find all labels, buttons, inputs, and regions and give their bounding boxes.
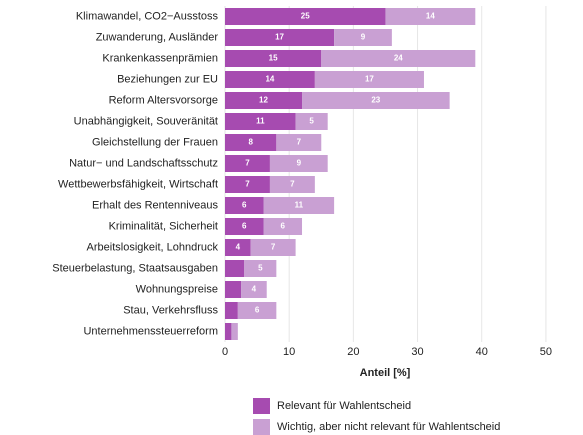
value-label: 15 — [269, 54, 278, 63]
value-label: 11 — [295, 201, 304, 210]
value-label: 23 — [371, 96, 380, 105]
x-axis-label: Anteil [%] — [360, 367, 411, 379]
x-tick-label: 20 — [347, 346, 359, 358]
y-tick-label: Arbeitslosigkeit, Lohndruck — [87, 241, 219, 253]
y-tick-label: Kriminalität, Sicherheit — [109, 220, 218, 232]
bar-segment — [334, 29, 392, 46]
value-label: 14 — [426, 12, 435, 21]
legend-swatch — [253, 419, 270, 435]
y-tick-label: Beziehungen zur EU — [117, 73, 218, 85]
bar-segment — [225, 50, 322, 67]
bar-segment — [225, 71, 315, 88]
value-label: 11 — [256, 117, 265, 126]
value-label: 5 — [309, 117, 314, 126]
value-label: 17 — [365, 75, 374, 84]
bar-segment — [225, 302, 238, 319]
y-tick-label: Gleichstellung der Frauen — [92, 136, 218, 148]
value-label: 7 — [297, 138, 302, 147]
bar-segment — [225, 197, 264, 214]
bar-segment — [263, 218, 303, 235]
y-tick-label: Stau, Verkehrsfluss — [123, 304, 218, 316]
value-label: 4 — [236, 243, 241, 252]
value-label: 9 — [361, 33, 366, 42]
legend-swatch — [253, 398, 270, 414]
bar-segment — [244, 260, 277, 277]
bar-segment — [225, 218, 264, 235]
y-tick-label: Unabhängigkeit, Souveränität — [74, 115, 218, 127]
value-label: 24 — [394, 54, 403, 63]
bar-segment — [225, 134, 277, 151]
y-tick-label: Reform Altersvorsorge — [109, 94, 218, 106]
bar-segment — [269, 155, 328, 172]
bar-segment — [241, 281, 267, 298]
x-tick-label: 0 — [222, 346, 228, 358]
x-tick-label: 10 — [283, 346, 295, 358]
bar-segment — [295, 113, 328, 130]
value-label: 7 — [245, 180, 250, 189]
bar-segment — [276, 134, 322, 151]
value-label: 6 — [281, 222, 286, 231]
value-label: 7 — [245, 159, 250, 168]
value-label: 14 — [265, 75, 274, 84]
bar-segment — [263, 197, 335, 214]
bar-segment — [225, 281, 242, 298]
bar-segment — [225, 260, 245, 277]
y-tick-label: Steuerbelastung, Staatsausgaben — [52, 262, 218, 274]
y-tick-label: Krankenkassenprämien — [102, 52, 218, 64]
bar-segment — [225, 113, 296, 130]
value-label: 6 — [255, 306, 260, 315]
y-tick-label: Unternehmenssteuerreform — [83, 325, 218, 337]
x-tick-label: 40 — [476, 346, 488, 358]
value-label: 7 — [271, 243, 276, 252]
value-label: 9 — [297, 159, 302, 168]
bar-segment — [225, 92, 303, 109]
legend-label: Relevant für Wahlentscheid — [277, 400, 411, 412]
value-label: 6 — [242, 222, 247, 231]
x-tick-label: 50 — [540, 346, 552, 358]
y-tick-label: Natur− und Landschaftsschutz — [69, 157, 218, 169]
y-tick-label: Zuwanderung, Ausländer — [96, 31, 219, 43]
y-tick-label: Wohnungspreise — [136, 283, 218, 295]
bar-segment — [269, 176, 315, 193]
legend-label: Wichtig, aber nicht relevant für Wahlent… — [277, 421, 500, 433]
bar-segment — [225, 8, 386, 25]
value-label: 5 — [258, 264, 263, 273]
bar-segment — [237, 302, 277, 319]
bar-segment — [321, 50, 476, 67]
bar-segment — [225, 239, 251, 256]
bar-segment — [225, 323, 232, 340]
value-label: 8 — [248, 138, 253, 147]
bar-segment — [225, 155, 270, 172]
value-label: 4 — [252, 285, 257, 294]
bar-segment — [225, 176, 270, 193]
value-label: 25 — [301, 12, 310, 21]
x-tick-label: 30 — [411, 346, 423, 358]
bar-segment — [225, 29, 335, 46]
value-label: 17 — [275, 33, 284, 42]
y-tick-label: Wettbewerbsfähigkeit, Wirtschaft — [58, 178, 218, 190]
bar-segment — [314, 71, 424, 88]
y-tick-label: Erhalt des Rentenniveaus — [92, 199, 218, 211]
value-label: 12 — [259, 96, 268, 105]
value-label: 6 — [242, 201, 247, 210]
value-label: 7 — [290, 180, 295, 189]
bar-segment — [302, 92, 450, 109]
bar-segment — [385, 8, 476, 25]
bar-segment — [231, 323, 238, 340]
y-tick-label: Klimawandel, CO2−Ausstoss — [76, 10, 219, 22]
bar-segment — [250, 239, 296, 256]
